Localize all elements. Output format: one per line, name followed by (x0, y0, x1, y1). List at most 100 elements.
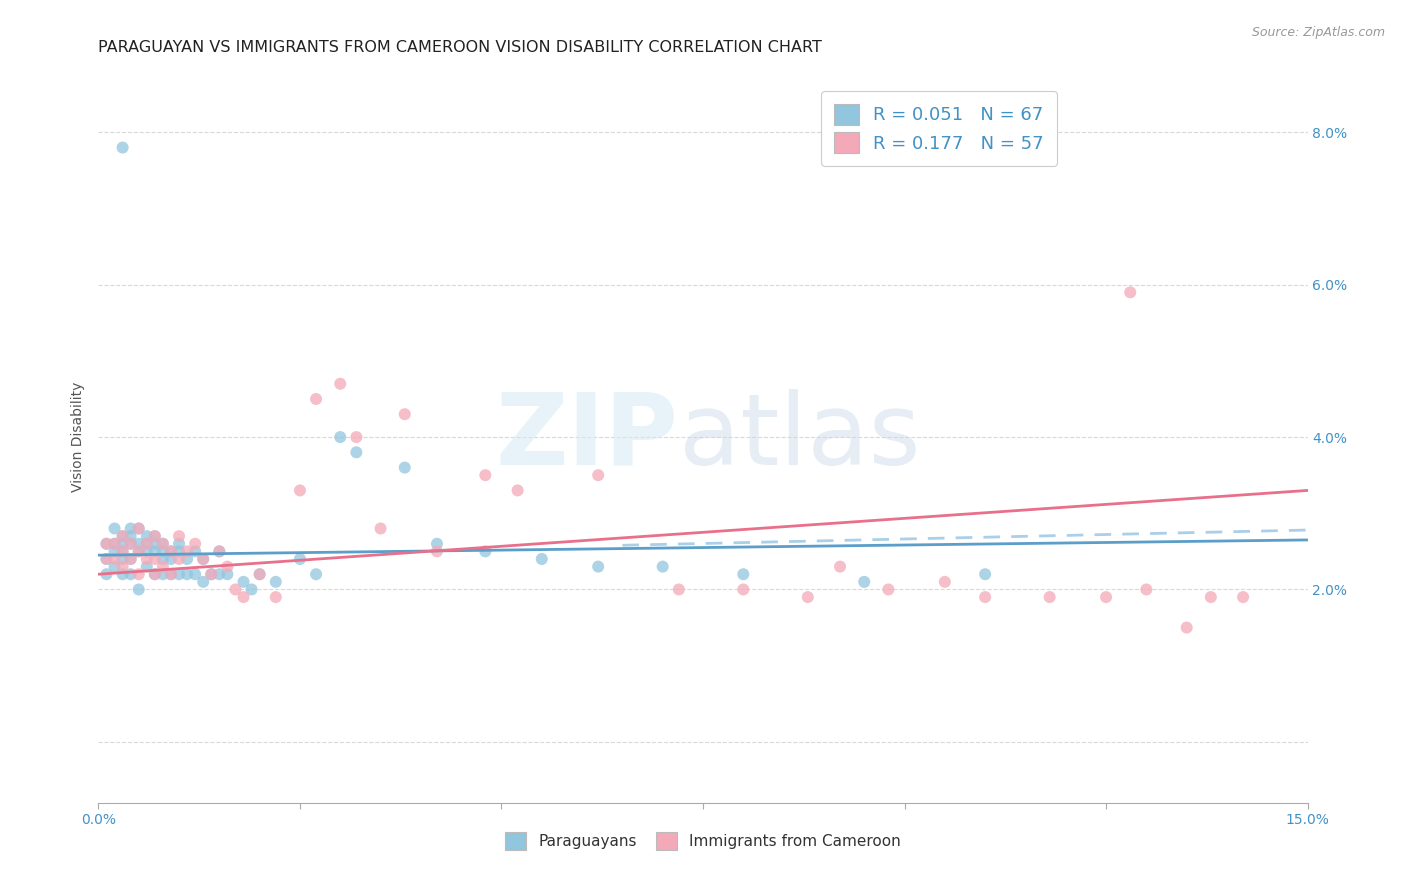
Point (135, 552, 157, 566)
Point (733, 582, 755, 597)
Point (249, 567, 271, 582)
Point (103, 537, 125, 551)
Point (974, 567, 997, 582)
Point (96, 567, 118, 582)
Point (249, 567, 271, 582)
Point (264, 590, 287, 604)
Point (143, 529, 166, 543)
Point (96, 552, 118, 566)
Point (344, 430, 367, 444)
Point (193, 574, 215, 589)
Point (128, 521, 150, 535)
Point (176, 552, 198, 566)
Point (193, 552, 215, 566)
Point (135, 559, 157, 574)
Point (152, 544, 174, 558)
Point (344, 445, 367, 459)
Point (96, 537, 118, 551)
Point (128, 567, 150, 582)
Point (120, 537, 142, 551)
Point (370, 521, 392, 535)
Point (1199, 590, 1222, 604)
Point (208, 567, 231, 582)
Point (853, 574, 876, 589)
Point (143, 567, 166, 582)
Point (160, 552, 183, 566)
Point (1232, 590, 1254, 604)
Point (152, 552, 174, 566)
Point (208, 544, 231, 558)
Point (474, 544, 496, 558)
Point (394, 460, 416, 475)
Point (167, 544, 190, 558)
Point (128, 582, 150, 597)
Point (152, 567, 174, 582)
Point (1095, 590, 1118, 604)
Point (135, 544, 157, 558)
Point (152, 537, 174, 551)
Point (120, 529, 142, 543)
Point (288, 552, 311, 566)
Point (111, 544, 134, 558)
Y-axis label: Vision Disability: Vision Disability (72, 382, 86, 492)
Point (217, 567, 239, 582)
Point (184, 537, 207, 551)
Point (1175, 621, 1198, 635)
Point (96, 537, 118, 551)
Point (111, 537, 134, 551)
Point (103, 521, 125, 535)
Point (240, 582, 263, 597)
Point (877, 582, 900, 597)
Point (160, 544, 183, 558)
Legend: Paraguayans, Immigrants from Cameroon: Paraguayans, Immigrants from Cameroon (498, 824, 908, 857)
Point (143, 552, 166, 566)
Text: ZIP: ZIP (496, 389, 679, 485)
Point (103, 559, 125, 574)
Point (96, 552, 118, 566)
Point (135, 529, 157, 543)
Point (160, 567, 183, 582)
Point (1119, 285, 1142, 300)
Point (111, 544, 134, 558)
Point (176, 567, 198, 582)
Point (200, 567, 222, 582)
Point (111, 529, 134, 543)
Point (143, 537, 166, 551)
Point (167, 537, 190, 551)
Point (586, 559, 609, 574)
Point (120, 552, 142, 566)
Point (288, 483, 311, 498)
Point (1039, 590, 1062, 604)
Point (167, 552, 190, 566)
Point (530, 552, 553, 566)
Point (184, 544, 207, 558)
Text: Source: ZipAtlas.com: Source: ZipAtlas.com (1251, 26, 1385, 39)
Point (143, 544, 166, 558)
Point (160, 567, 183, 582)
Text: atlas: atlas (679, 389, 921, 485)
Point (329, 376, 352, 391)
Point (111, 140, 134, 154)
Point (305, 392, 328, 406)
Point (103, 544, 125, 558)
Text: PARAGUAYAN VS IMMIGRANTS FROM CAMEROON VISION DISABILITY CORRELATION CHART: PARAGUAYAN VS IMMIGRANTS FROM CAMEROON V… (98, 40, 823, 55)
Point (974, 590, 997, 604)
Point (208, 544, 231, 558)
Point (426, 544, 449, 558)
Point (120, 552, 142, 566)
Point (668, 582, 690, 597)
Point (167, 529, 190, 543)
Point (232, 590, 254, 604)
Point (128, 537, 150, 551)
Point (506, 483, 529, 498)
Point (797, 590, 820, 604)
Point (103, 552, 125, 566)
Point (394, 407, 416, 421)
Point (111, 559, 134, 574)
Point (474, 468, 496, 483)
Point (232, 574, 254, 589)
Point (329, 430, 352, 444)
Point (200, 567, 222, 582)
Point (143, 529, 166, 543)
Point (733, 567, 755, 582)
